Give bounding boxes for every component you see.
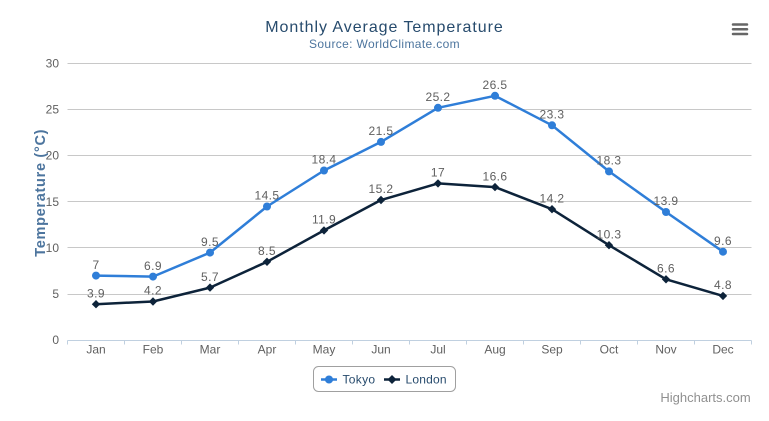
svg-text:7: 7 — [92, 258, 99, 272]
svg-text:5.7: 5.7 — [201, 270, 219, 284]
svg-text:18.3: 18.3 — [597, 154, 622, 168]
svg-text:9.6: 9.6 — [714, 234, 732, 248]
svg-text:5: 5 — [52, 287, 59, 301]
svg-text:17: 17 — [431, 166, 445, 180]
svg-text:25: 25 — [46, 103, 60, 117]
svg-text:6.9: 6.9 — [144, 259, 162, 273]
svg-text:15.2: 15.2 — [369, 182, 394, 196]
svg-text:10.3: 10.3 — [597, 227, 622, 241]
svg-text:6.6: 6.6 — [657, 262, 675, 276]
svg-text:Tokyo: Tokyo — [343, 373, 376, 387]
svg-text:21.5: 21.5 — [369, 124, 394, 138]
svg-text:20: 20 — [46, 149, 60, 163]
svg-text:16.6: 16.6 — [483, 169, 508, 183]
svg-text:Jun: Jun — [371, 343, 390, 357]
svg-text:10: 10 — [46, 241, 60, 255]
svg-text:Dec: Dec — [712, 343, 733, 357]
svg-text:Oct: Oct — [600, 343, 619, 357]
svg-text:Mar: Mar — [200, 343, 221, 357]
svg-text:Apr: Apr — [258, 343, 277, 357]
svg-text:London: London — [406, 373, 447, 387]
svg-text:11.9: 11.9 — [312, 213, 336, 227]
svg-text:18.4: 18.4 — [312, 153, 337, 167]
svg-text:8.5: 8.5 — [258, 244, 276, 258]
svg-text:13.9: 13.9 — [654, 194, 679, 208]
svg-text:Source: WorldClimate.com: Source: WorldClimate.com — [309, 37, 460, 51]
svg-text:Jan: Jan — [86, 343, 105, 357]
svg-text:26.5: 26.5 — [483, 78, 508, 92]
svg-text:Feb: Feb — [143, 343, 164, 357]
svg-text:4.8: 4.8 — [714, 278, 732, 292]
svg-text:3.9: 3.9 — [87, 286, 105, 300]
svg-text:30: 30 — [46, 57, 60, 71]
svg-text:Sep: Sep — [541, 343, 563, 357]
svg-text:14.5: 14.5 — [255, 189, 280, 203]
svg-text:Monthly Average Temperature: Monthly Average Temperature — [265, 19, 504, 36]
svg-text:Nov: Nov — [655, 343, 676, 357]
svg-text:15: 15 — [46, 195, 60, 209]
svg-text:Aug: Aug — [484, 343, 505, 357]
svg-text:14.2: 14.2 — [540, 191, 565, 205]
svg-text:4.2: 4.2 — [144, 284, 162, 298]
svg-text:May: May — [313, 343, 336, 357]
svg-text:Jul: Jul — [430, 343, 445, 357]
svg-text:0: 0 — [52, 333, 59, 347]
svg-text:9.5: 9.5 — [201, 235, 219, 249]
svg-text:25.2: 25.2 — [426, 90, 451, 104]
svg-text:Temperature (°C): Temperature (°C) — [33, 129, 49, 257]
svg-text:23.3: 23.3 — [540, 108, 565, 122]
svg-text:Highcharts.com: Highcharts.com — [660, 390, 750, 405]
